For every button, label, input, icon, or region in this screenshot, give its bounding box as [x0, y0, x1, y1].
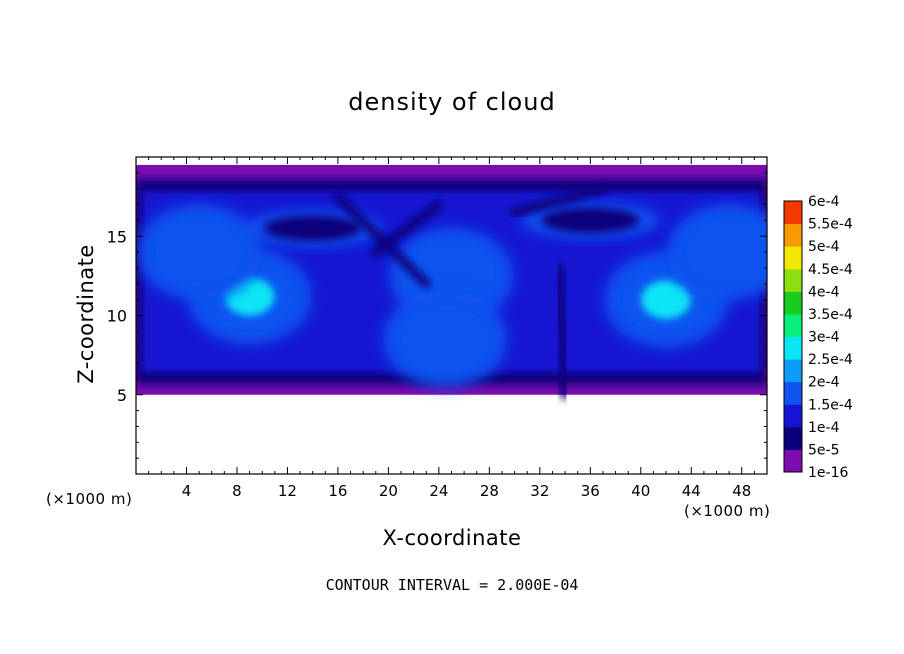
- colorbar-label: 3e-4: [808, 330, 840, 346]
- y-axis: 5 10 15: [107, 172, 767, 459]
- colorbar-swatch: [784, 313, 802, 337]
- cloud-core-2: [408, 242, 495, 310]
- colorbar-frame: [783, 200, 803, 473]
- cloud-density-field: [136, 164, 767, 400]
- y-tick-label: 5: [117, 386, 127, 405]
- x-axis: 4 8 12 16 20 24 28 32 36 40 44 48: [148, 157, 755, 500]
- z-unit-label: (×1000 m): [46, 490, 133, 508]
- colorbar-label: 5e-5: [808, 442, 839, 458]
- x-tick-label: 40: [631, 482, 650, 500]
- colorbar-swatch: [784, 449, 802, 473]
- x-tick-label: 12: [278, 482, 297, 500]
- colorbar-label: 2.5e-4: [808, 352, 853, 368]
- cloud-core-6: [263, 215, 362, 241]
- x-tick-label: 44: [682, 482, 701, 500]
- y-axis-label: Z-coordinate: [74, 244, 98, 384]
- colorbar-label: 5e-4: [808, 239, 840, 255]
- cloud-core-1: [155, 218, 243, 286]
- chart-title: density of cloud: [348, 88, 556, 116]
- x-tick-label: 32: [530, 482, 549, 500]
- colorbar: 1e-16 5e-5 1e-4 1.5e-4 2e-4 2.5e-4 3e-4 3.5e-4 4…: [783, 194, 853, 481]
- colorbar-label: 5.5e-4: [808, 217, 853, 233]
- colorbar-label: 1e-16: [808, 465, 848, 481]
- downdraft-filament-1: [371, 200, 444, 257]
- colorbar-swatch: [784, 223, 802, 247]
- colorbar-label: 3.5e-4: [808, 307, 853, 323]
- colorbar-swatch: [784, 291, 802, 315]
- colorbar-swatch: [784, 381, 802, 405]
- colorbar-label: 6e-4: [808, 194, 840, 210]
- colorbar-swatch: [784, 359, 802, 383]
- colorbar-label: 4.5e-4: [808, 262, 853, 278]
- cloud-core-7: [541, 207, 640, 233]
- x-tick-label: 36: [581, 482, 600, 500]
- cloud-core-3: [401, 305, 489, 373]
- colorbar-swatch: [784, 201, 802, 225]
- colorbar-swatch: [784, 426, 802, 450]
- x-tick-label: 28: [480, 482, 499, 500]
- x-axis-label: X-coordinate: [382, 526, 522, 550]
- contour-interval-note: CONTOUR INTERVAL = 2.000E-04: [325, 576, 579, 594]
- colorbar-label: 1e-4: [808, 420, 840, 436]
- y-tick-label: 15: [107, 227, 127, 246]
- x-unit-label: (×1000 m): [684, 502, 771, 520]
- x-tick-label: 8: [232, 482, 242, 500]
- x-tick-label: 4: [182, 482, 192, 500]
- colorbar-swatch: [784, 268, 802, 292]
- colorbar-label: 4e-4: [808, 284, 840, 300]
- x-tick-label: 24: [429, 482, 448, 500]
- colorbar-swatch: [784, 404, 802, 428]
- cloud-core-peak-4: [641, 280, 691, 319]
- x-tick-label: 20: [379, 482, 398, 500]
- downdraft-filament-2: [554, 263, 570, 400]
- downdraft-filament-0: [333, 192, 431, 289]
- cloud-core-5: [685, 218, 767, 286]
- colorbar-label: 2e-4: [808, 375, 840, 391]
- x-tick-label: 48: [732, 482, 751, 500]
- colorbar-swatch: [784, 336, 802, 360]
- y-tick-label: 10: [107, 307, 127, 326]
- downdraft-filament-3: [510, 184, 608, 217]
- x-tick-label: 16: [328, 482, 347, 500]
- colorbar-swatch: [784, 246, 802, 270]
- colorbar-label: 1.5e-4: [808, 397, 853, 413]
